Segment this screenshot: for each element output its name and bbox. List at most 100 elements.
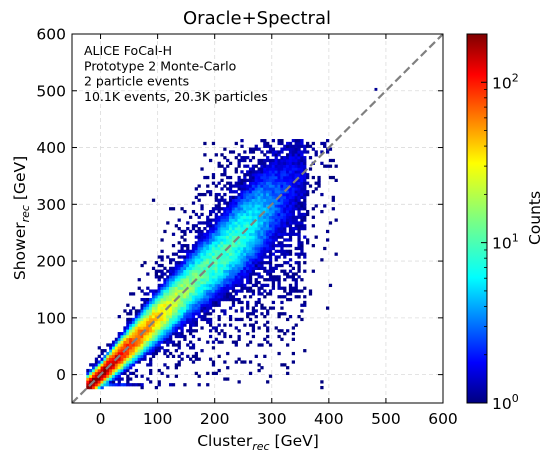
heatmap-cell [206,320,210,324]
heatmap-cell [291,158,295,163]
heatmap-cell [137,320,141,324]
heatmap-cell [131,292,136,296]
heatmap-cell [251,334,256,339]
heatmap-cell [300,170,304,174]
heatmap-cell [274,244,278,248]
heatmap-cell [197,246,201,251]
heatmap-cell [208,269,213,273]
heatmap-cell [246,246,250,251]
heatmap-cell [234,249,238,253]
heatmap-cell [206,303,210,307]
heatmap-cell [263,170,267,174]
heatmap-cell [220,286,224,290]
heatmap-cell [251,215,256,219]
heatmap-cell [203,312,207,316]
heatmap-cell [154,269,159,273]
heatmap-cell [280,218,284,222]
heatmap-cell [191,292,196,296]
heatmap-cell [248,255,253,259]
heatmap-cell [288,201,293,205]
heatmap-cell [166,343,170,347]
heatmap-cell [189,272,193,276]
heatmap-cell [226,175,230,180]
heatmap-cell [183,278,187,282]
heatmap-cell [274,258,278,262]
heatmap-cell [140,317,144,322]
heatmap-cell [266,309,270,313]
heatmap-cell [140,351,144,356]
heatmap-cell [200,221,204,225]
heatmap-cell [149,357,153,361]
heatmap-cell [288,144,293,148]
heatmap-cell [189,306,193,310]
heatmap-cell [268,147,273,151]
heatmap-cell [220,164,224,168]
heatmap-cell [260,139,264,143]
heatmap-cell [274,181,278,185]
heatmap-cell [114,360,119,364]
heatmap-cell [208,323,213,327]
heatmap-cell [320,192,324,197]
heatmap-cell [231,303,236,307]
heatmap-cell [320,150,324,154]
heatmap-cell [271,238,276,242]
heatmap-cell [271,147,276,151]
heatmap-cell [114,349,119,353]
heatmap-cell [117,337,121,341]
heatmap-cell [291,184,295,188]
heatmap-cell [186,329,190,333]
heatmap-cell [174,303,178,307]
heatmap-cell [280,184,284,188]
heatmap-cell [214,292,218,296]
heatmap-cell [206,312,210,316]
heatmap-cell [226,272,230,276]
heatmap-cell [251,289,256,293]
heatmap-cell [117,351,121,356]
heatmap-cell [248,184,253,188]
heatmap-cell [208,209,213,214]
heatmap-cell [143,320,147,324]
heatmap-cell [149,337,153,341]
heatmap-cell [103,366,107,370]
heatmap-cell [120,360,124,364]
heatmap-cell [217,232,221,236]
heatmap-cell [137,309,141,313]
heatmap-cell [217,218,221,222]
heatmap-cell [286,190,290,194]
heatmap-cell [157,306,161,310]
heatmap-cell [197,357,201,361]
heatmap-cell [268,229,273,234]
heatmap-cell [111,340,116,344]
heatmap-cell [243,258,247,262]
heatmap-cell [174,323,178,327]
heatmap-cell [197,255,201,259]
heatmap-cell [203,192,207,197]
heatmap-cell [234,340,238,344]
heatmap-cell [291,144,295,148]
heatmap-cell [254,229,258,234]
heatmap-cell [220,263,224,268]
heatmap-cell [234,181,238,185]
heatmap-cell [97,360,101,364]
heatmap-cell [226,266,230,270]
heatmap-cell [157,332,161,336]
heatmap-cell [131,346,136,350]
heatmap-cell [197,272,201,276]
heatmap-cell [300,215,304,219]
heatmap-cell [228,261,233,265]
heatmap-cell [137,332,141,336]
heatmap-cell [248,170,253,174]
heatmap-cell [143,346,147,350]
heatmap-cell [137,312,141,316]
heatmap-cell [217,263,221,268]
heatmap-cell [303,190,307,194]
heatmap-cell [240,187,244,191]
heatmap-cell [288,198,293,202]
heatmap-cell [200,295,204,299]
heatmap-cell [263,235,267,239]
heatmap-cell [228,249,233,253]
heatmap-cell [131,360,136,364]
heatmap-cell [217,249,221,253]
heatmap-cell [231,244,236,248]
